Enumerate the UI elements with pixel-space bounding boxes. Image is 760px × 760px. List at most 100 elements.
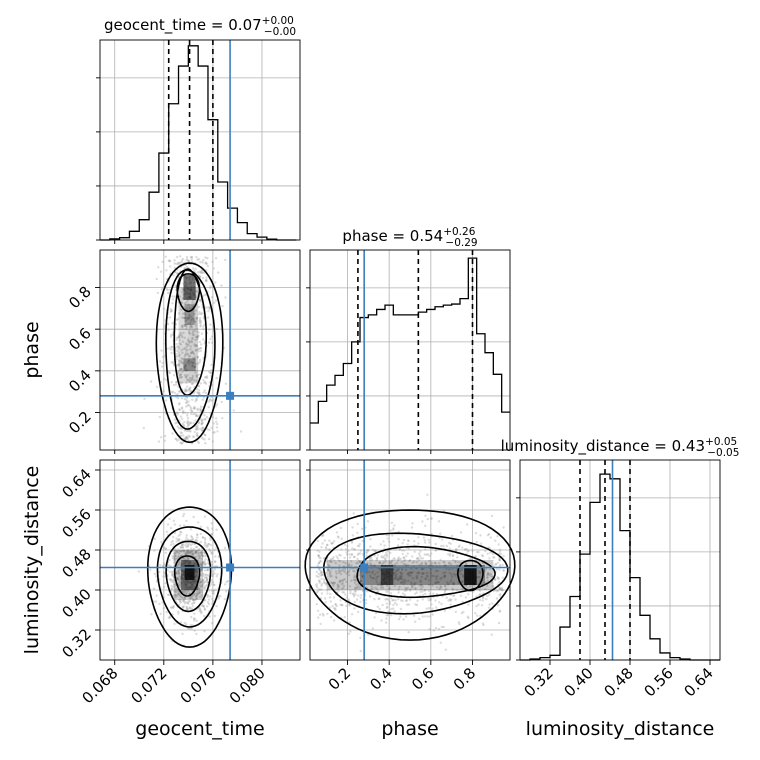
sample-point	[334, 561, 337, 565]
sample-point	[177, 364, 181, 367]
sample-point	[445, 544, 448, 548]
sample-point	[385, 551, 388, 554]
sample-point	[405, 603, 409, 606]
sample-point	[158, 415, 161, 419]
sample-point	[428, 628, 431, 631]
sample-point	[197, 347, 201, 350]
sample-point	[182, 549, 186, 552]
sample-point	[175, 437, 178, 441]
sample-point	[326, 612, 329, 616]
sample-point	[384, 560, 387, 563]
y-tick-label: 0.6	[65, 324, 95, 354]
sample-point	[180, 573, 183, 576]
sample-point	[412, 582, 416, 585]
sample-point	[173, 391, 176, 395]
sample-point	[174, 588, 177, 591]
sample-point	[193, 333, 196, 336]
sample-point	[210, 563, 214, 567]
sample-point	[185, 536, 188, 539]
sample-point	[206, 568, 209, 572]
sample-point	[191, 350, 194, 354]
sample-point	[425, 607, 428, 610]
sample-point	[201, 583, 205, 586]
sample-point	[398, 558, 401, 561]
sample-point	[195, 593, 199, 596]
sample-point	[397, 591, 400, 594]
sample-point	[353, 555, 356, 559]
sample-point	[171, 390, 174, 393]
sample-point	[452, 594, 455, 598]
sample-point	[187, 580, 190, 583]
sample-point	[195, 374, 199, 377]
sample-point	[193, 619, 196, 622]
sample-point	[211, 573, 215, 576]
sample-point	[181, 543, 184, 546]
sample-point	[391, 558, 394, 562]
sample-point	[192, 407, 196, 410]
sample-point	[196, 536, 199, 539]
sample-point	[188, 627, 191, 630]
sample-point	[399, 607, 403, 611]
sample-point	[318, 556, 321, 559]
sample-point	[173, 555, 176, 558]
sample-point	[356, 553, 360, 556]
sample-point	[169, 307, 172, 311]
sample-point	[320, 582, 324, 585]
sample-point	[176, 271, 179, 275]
sample-point	[175, 595, 178, 598]
sample-point	[192, 581, 195, 584]
sample-point	[180, 407, 184, 410]
sample-point	[320, 546, 323, 549]
sample-point	[448, 547, 451, 550]
sample-point	[491, 584, 495, 588]
sample-point	[191, 596, 194, 600]
sample-point	[209, 582, 213, 586]
sample-point	[389, 551, 392, 555]
sample-point	[193, 355, 197, 358]
sample-point	[188, 588, 192, 591]
sample-point	[186, 353, 190, 356]
sample-point	[175, 537, 178, 540]
sample-point	[353, 579, 356, 582]
sample-point	[448, 541, 451, 544]
sample-point	[188, 607, 192, 610]
sample-point	[204, 376, 207, 379]
sample-point	[405, 599, 408, 603]
sample-point	[199, 532, 203, 536]
sample-point	[193, 599, 196, 602]
sample-point	[345, 596, 348, 599]
sample-point	[428, 554, 431, 557]
sample-point	[192, 580, 195, 583]
sample-point	[321, 612, 325, 616]
sample-point	[181, 324, 184, 327]
sample-point	[186, 580, 190, 583]
sample-point	[161, 260, 164, 264]
sample-point	[167, 564, 170, 567]
sample-point	[377, 597, 380, 600]
sample-point	[232, 409, 235, 412]
sample-point	[410, 583, 413, 586]
sample-point	[208, 308, 211, 311]
sample-point	[344, 593, 347, 596]
sample-point	[195, 327, 198, 330]
sample-point	[196, 330, 199, 333]
sample-point	[207, 437, 211, 441]
geocent-time-histogram-panel	[96, 39, 301, 241]
sample-point	[479, 542, 483, 545]
sample-point	[212, 431, 215, 434]
sample-point	[197, 334, 200, 337]
sample-point	[163, 377, 166, 381]
sample-point	[201, 418, 204, 421]
sample-point	[170, 309, 173, 313]
sample-point	[175, 318, 179, 322]
sample-point	[186, 417, 190, 420]
sample-point	[208, 370, 211, 374]
sample-point	[184, 558, 187, 561]
sample-point	[189, 528, 193, 531]
sample-point	[339, 603, 342, 606]
sample-point	[343, 568, 347, 571]
sample-point	[192, 379, 195, 382]
sample-point	[423, 553, 426, 556]
sample-point	[202, 561, 205, 565]
sample-point	[376, 605, 380, 608]
